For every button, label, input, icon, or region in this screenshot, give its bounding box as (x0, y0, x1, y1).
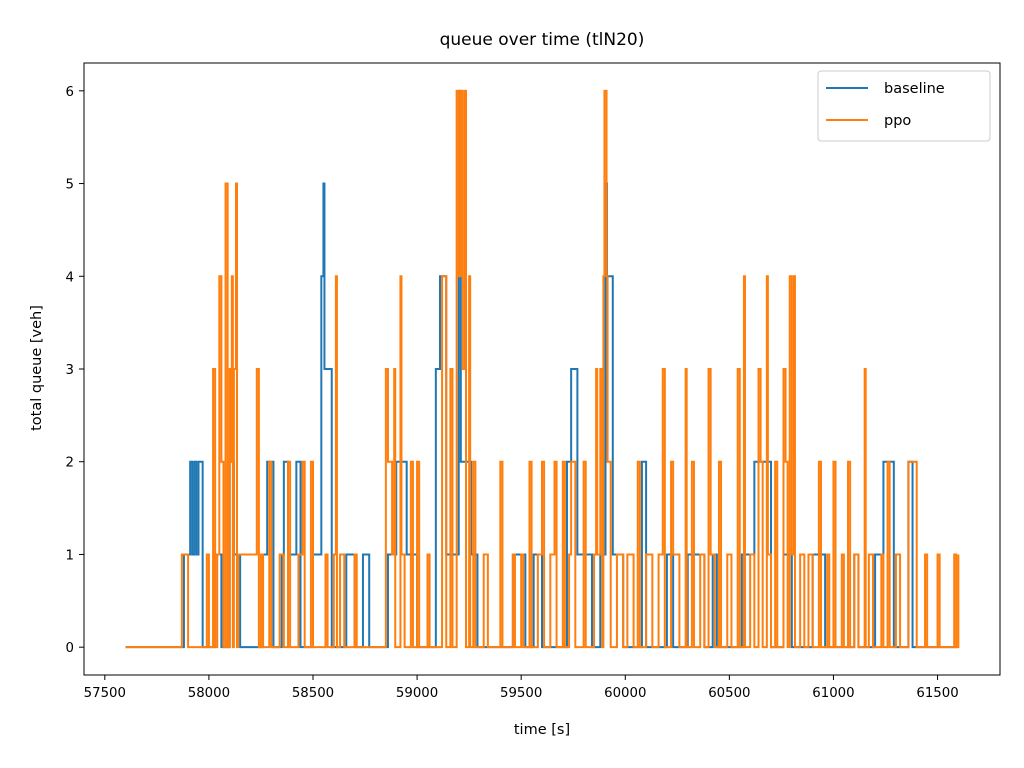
legend-label-baseline: baseline (884, 81, 945, 97)
x-tick-label: 57500 (84, 686, 126, 701)
plot-area: 57500 58000 58500 59000 59500 60000 60500 61000… (66, 62, 1001, 701)
series-line-ppo (125, 89, 960, 649)
x-tick-label: 60500 (708, 686, 750, 701)
legend-label-ppo: ppo (884, 113, 911, 129)
x-tick-label: 59000 (396, 686, 438, 701)
y-tick-label: 5 (66, 178, 74, 193)
y-tick-label: 0 (66, 641, 74, 656)
y-tick-label: 1 (66, 548, 74, 563)
x-tick-label: 59500 (500, 686, 542, 701)
x-tick-label: 61500 (916, 686, 958, 701)
x-axis-label: time [s] (514, 722, 570, 738)
chart-title: queue over time (tlN20) (440, 30, 645, 50)
y-tick-label: 2 (66, 456, 74, 471)
x-tick-label: 58000 (188, 686, 230, 701)
y-axis-label: total queue [veh] (29, 305, 45, 431)
legend: baseline ppo (817, 70, 991, 142)
x-tick-label: 61000 (812, 686, 854, 701)
y-tick-label: 4 (66, 270, 74, 285)
x-tick-label: 58500 (292, 686, 334, 701)
x-tick-label: 60000 (604, 686, 646, 701)
y-tick-label: 6 (66, 85, 74, 100)
y-tick-label: 3 (66, 363, 74, 378)
